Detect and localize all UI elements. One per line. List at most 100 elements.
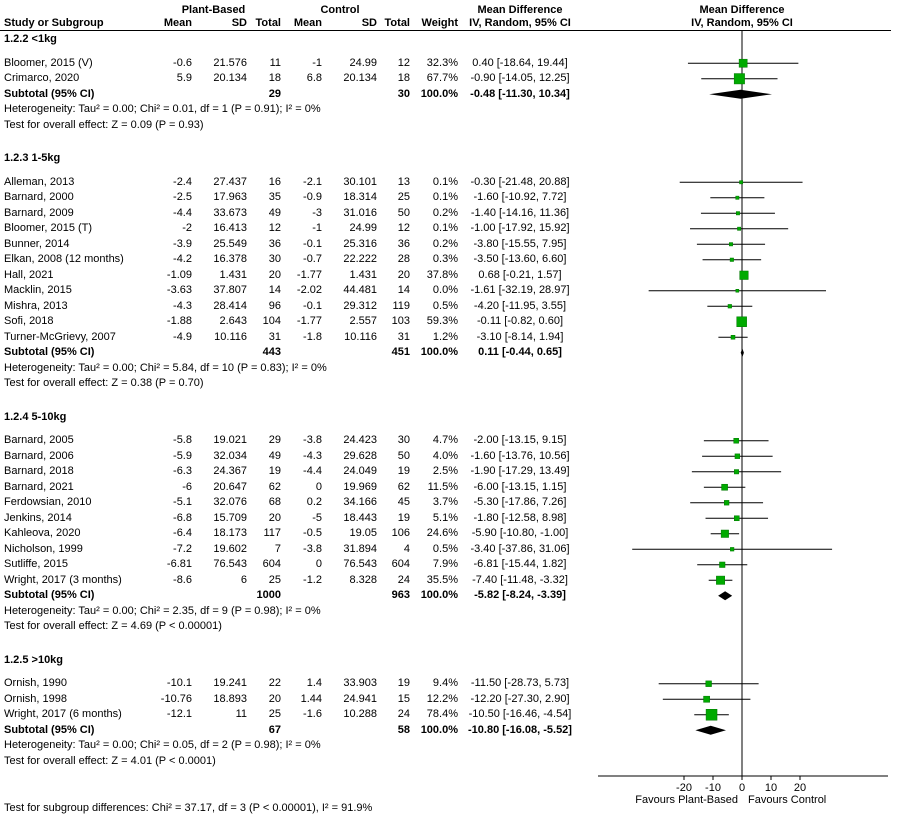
subtotal-label: Subtotal (95% CI) xyxy=(4,87,95,100)
total1-cell: 7 xyxy=(274,542,281,555)
sd1-cell: 28.414 xyxy=(213,299,247,312)
study-name-cell: Alleman, 2013 xyxy=(4,175,75,188)
effect-marker xyxy=(716,575,725,585)
ci-cell: -1.40 [-14.16, 11.36] xyxy=(470,206,570,219)
total2-cell: 963 xyxy=(391,589,410,601)
mean2-cell: -3.8 xyxy=(303,434,322,446)
subgroup-title: 1.2.2 <1kg xyxy=(4,33,57,45)
effect-marker xyxy=(735,195,740,200)
effect-marker xyxy=(730,547,735,552)
sd2-cell: 19.969 xyxy=(343,480,377,493)
weight-column-header: Weight xyxy=(421,17,458,29)
subgroup-title: 1.2.4 5-10kg xyxy=(4,410,67,423)
mean1-cell: -3.63 xyxy=(166,284,192,296)
study-name-cell: Barnard, 2009 xyxy=(4,206,74,219)
group1-header: Plant-Based xyxy=(181,4,246,16)
ci-cell: -1.60 [-10.92, 7.72] xyxy=(473,191,567,203)
weight-cell: 9.4% xyxy=(432,677,458,689)
total2-cell: 36 xyxy=(397,237,410,250)
sd1-cell: 21.576 xyxy=(213,56,247,69)
ci-cell: -0.48 [-11.30, 10.34] xyxy=(470,87,570,100)
total2-cell: 19 xyxy=(397,677,410,689)
study-name-cell: Wright, 2017 (6 months) xyxy=(4,708,122,720)
effect-marker xyxy=(703,695,710,703)
sd2-cell: 22.222 xyxy=(343,253,377,265)
total2-cell: 19 xyxy=(397,465,410,477)
total1-cell: 104 xyxy=(262,315,281,327)
mean1-cell: -8.6 xyxy=(173,573,192,586)
subtotal-label: Subtotal (95% CI) xyxy=(4,723,95,736)
sd1-cell: 27.437 xyxy=(213,175,247,188)
weight-cell: 37.8% xyxy=(426,268,458,281)
subgroup-title: 1.2.5 >10kg xyxy=(4,653,64,666)
sd1-cell: 19.021 xyxy=(213,434,247,446)
total2-cell: 604 xyxy=(391,558,410,570)
study-name-cell: Barnard, 2018 xyxy=(4,465,74,477)
total2-cell: 12 xyxy=(397,56,410,69)
mean1-column-header: Mean xyxy=(163,17,192,29)
sd1-cell: 32.076 xyxy=(213,496,247,508)
favours-left-label: Favours Plant-Based xyxy=(635,794,738,806)
mean2-cell: -3 xyxy=(312,206,322,219)
sd2-column-header: SD xyxy=(361,17,377,29)
total2-cell: 12 xyxy=(397,222,410,234)
ci-cell: -5.90 [-10.80, -1.00] xyxy=(471,527,569,539)
total2-cell: 24 xyxy=(397,573,410,586)
total1-cell: 31 xyxy=(268,330,281,343)
sd2-cell: 31.894 xyxy=(343,542,377,555)
total2-cell: 45 xyxy=(397,496,410,508)
effect-marker xyxy=(720,529,729,538)
ci-cell: -10.80 [-16.08, -5.52] xyxy=(468,723,572,736)
overall-effect-text: Test for overall effect: Z = 4.01 (P < 0… xyxy=(4,754,216,767)
total2-cell: 20 xyxy=(397,268,410,281)
total2-cell: 18 xyxy=(397,72,410,84)
mean1-cell: -6.3 xyxy=(173,465,192,477)
mean1-cell xyxy=(132,87,192,103)
mean2-cell: -1.8 xyxy=(303,330,322,343)
effect-marker xyxy=(739,180,744,185)
ci-cell: -11.50 [-28.73, 5.73] xyxy=(470,677,570,689)
mean2-cell: 0 xyxy=(315,558,322,570)
subtotal-label: Subtotal (95% CI) xyxy=(4,589,95,601)
total2-cell: 62 xyxy=(397,480,410,493)
sd1-cell: 33.673 xyxy=(213,206,247,219)
sd1-cell: 17.963 xyxy=(213,191,247,203)
mean2-cell: -1 xyxy=(312,56,322,69)
weight-cell: 7.9% xyxy=(432,558,458,570)
total2-cell: 30 xyxy=(397,87,410,100)
total1-cell: 604 xyxy=(262,558,281,570)
mean1-cell: 5.9 xyxy=(176,72,192,84)
sd2-cell: 18.314 xyxy=(343,191,377,203)
ci-cell: -1.61 [-32.19, 28.97] xyxy=(470,284,570,296)
mean1-cell: -5.9 xyxy=(173,449,192,462)
total2-cell: 14 xyxy=(397,284,410,296)
mean1-cell: -1.88 xyxy=(166,315,192,327)
total2-cell: 15 xyxy=(397,692,410,705)
mean2-cell: -5 xyxy=(312,511,322,524)
heterogeneity-text: Heterogeneity: Tau² = 0.00; Chi² = 0.01,… xyxy=(4,103,321,115)
weight-cell: 0.1% xyxy=(432,175,458,188)
mean2-cell: -0.1 xyxy=(303,237,322,250)
ci-cell: -1.00 [-17.92, 15.92] xyxy=(470,222,570,234)
ci-cell: -12.20 [-27.30, 2.90] xyxy=(470,692,570,705)
sd1-cell: 20.134 xyxy=(213,72,247,84)
ci-cell: 0.68 [-0.21, 1.57] xyxy=(478,268,562,281)
subgroup-difference-test: Test for subgroup differences: Chi² = 37… xyxy=(4,802,373,814)
mean2-cell: -3.8 xyxy=(303,542,322,555)
mean2-cell: 0.2 xyxy=(306,496,322,508)
sd2-cell: 30.101 xyxy=(343,175,377,188)
total2-cell: 451 xyxy=(391,346,410,358)
sd1-column-header: SD xyxy=(231,17,247,29)
sd1-cell: 15.709 xyxy=(213,511,247,524)
weight-cell: 78.4% xyxy=(426,708,458,720)
effect-marker xyxy=(733,73,745,85)
total1-cell: 68 xyxy=(268,496,281,508)
subtotal-diamond xyxy=(740,348,744,358)
total1-cell: 1000 xyxy=(256,589,281,601)
mean2-cell xyxy=(262,588,322,604)
mean1-cell: -6.81 xyxy=(166,558,192,570)
sd2-cell: 24.941 xyxy=(343,692,377,705)
total1-cell: 14 xyxy=(268,284,281,296)
total1-cell: 117 xyxy=(263,527,281,539)
weight-cell: 4.7% xyxy=(432,434,458,446)
